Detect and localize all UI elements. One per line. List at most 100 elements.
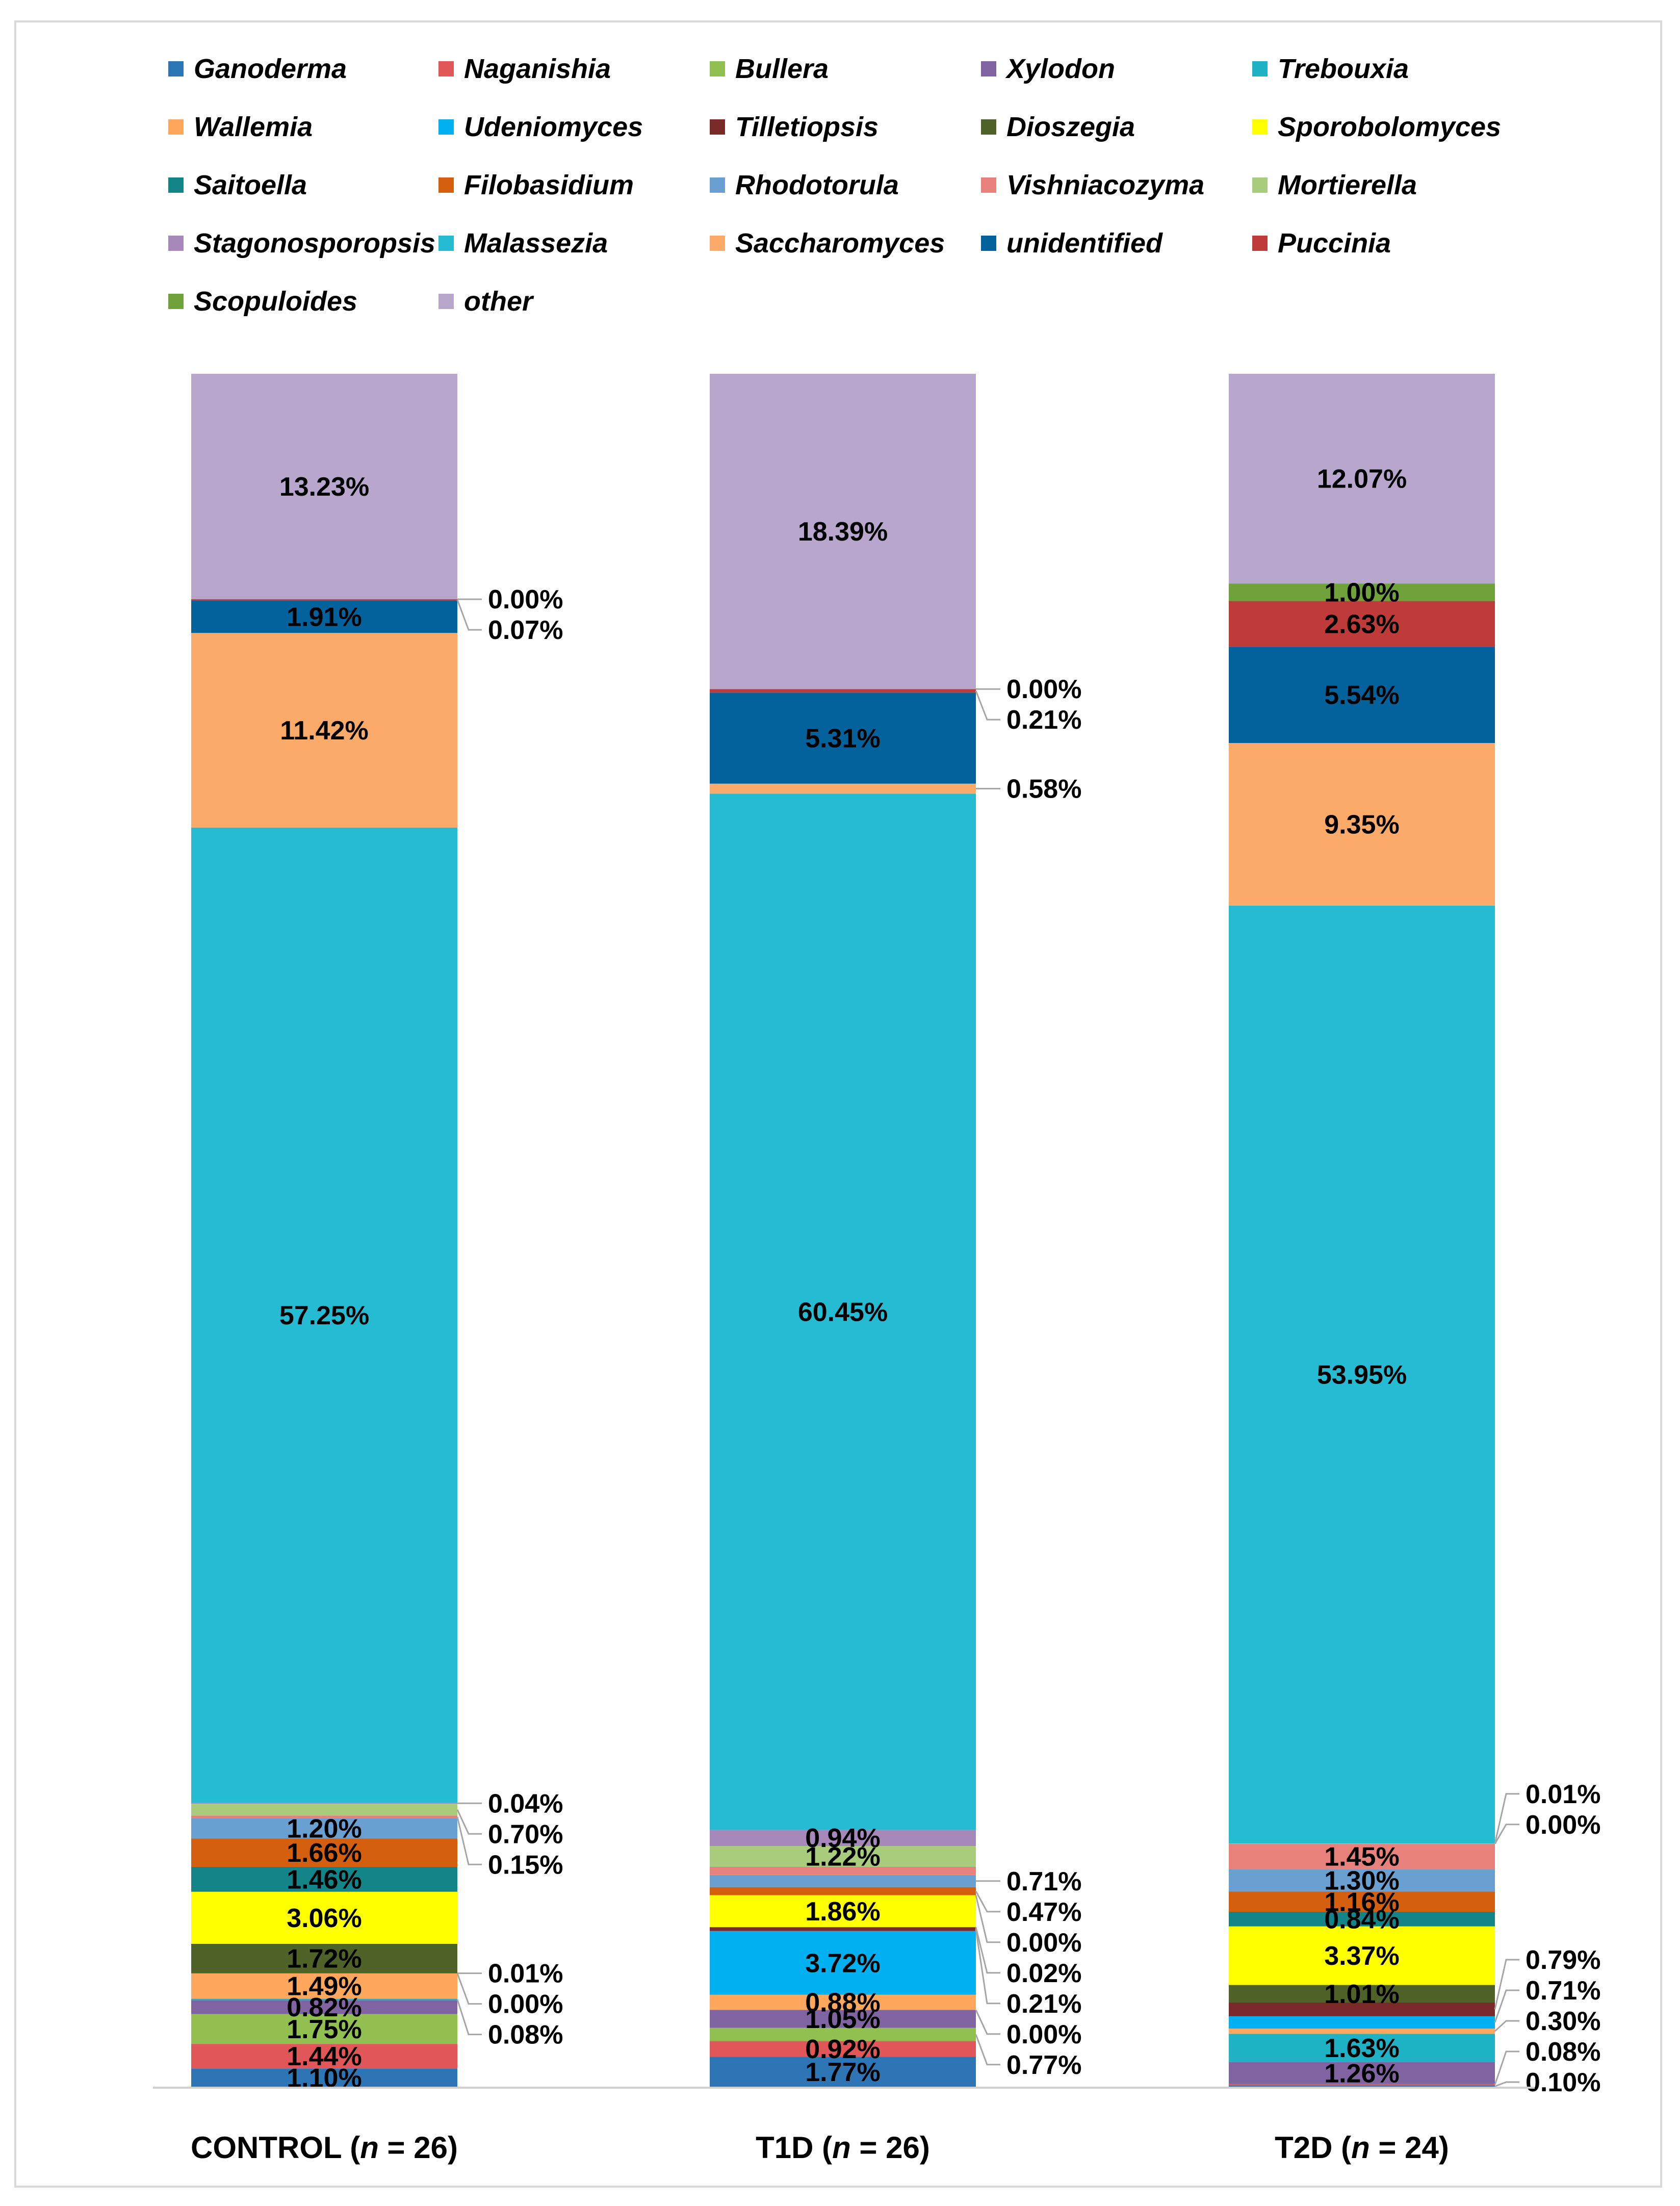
leader-line: [975, 1927, 1000, 1974]
legend-item: Bullera: [710, 48, 829, 89]
segment-value-label: 0.04%: [488, 1789, 563, 1818]
bar-segment: [1229, 2084, 1495, 2086]
legend-label: Filobasidium: [464, 170, 634, 200]
legend-item: Mortierella: [1252, 165, 1417, 206]
segment-value-label: 5.31%: [805, 724, 880, 754]
segment-value-label: 0.70%: [488, 1819, 563, 1849]
leader-line: [975, 1895, 1000, 1943]
segment-value-label: 1.46%: [287, 1865, 361, 1894]
leader-line: [456, 1816, 482, 1865]
leader-line: [456, 599, 482, 631]
legend-item: Puccinia: [1252, 223, 1391, 264]
legend-item: Naganishia: [438, 48, 611, 89]
legend-label: other: [464, 286, 533, 317]
category-label: CONTROL (n = 26): [191, 2131, 458, 2165]
leader-line: [975, 2034, 1000, 2066]
bar-segment: [710, 793, 976, 1830]
legend-swatch: [710, 119, 725, 135]
segment-value-label: 0.00%: [1006, 1928, 1081, 1958]
legend-swatch: [1252, 119, 1268, 135]
segment-value-label: 13.23%: [279, 472, 369, 502]
legend-label: Trebouxia: [1278, 54, 1409, 84]
segment-value-label: 0.94%: [805, 1824, 880, 1853]
segment-value-label: 0.77%: [1006, 2050, 1081, 2080]
bar-segment: [1229, 1926, 1495, 1985]
segment-value-label: 1.63%: [1324, 2034, 1399, 2063]
legend-swatch: [438, 294, 454, 309]
bar-segment: [710, 1875, 976, 1887]
segment-value-label: 0.79%: [1526, 1945, 1600, 1975]
legend-label: Mortierella: [1278, 170, 1417, 200]
segment-value-label: 1.44%: [287, 2042, 361, 2071]
segment-value-label: 0.02%: [1006, 1959, 1081, 1988]
segment-value-label: 1.66%: [287, 1838, 361, 1868]
segment-value-label: 1.45%: [1324, 1842, 1399, 1871]
legend-swatch: [981, 177, 996, 193]
bar-segment: [191, 1973, 457, 1999]
leader-line: [1494, 1959, 1519, 2010]
legend-label: Rhodotorula: [735, 170, 899, 200]
bar-segment: [191, 2000, 457, 2014]
figure-frame: [14, 20, 1662, 2188]
legend: Ganoderma Naganishia Bullera Xylodon Treboux…: [168, 48, 1545, 334]
legend-label: Stagonosporopsis: [194, 228, 436, 259]
segment-value-label: 53.95%: [1317, 1360, 1407, 1390]
legend-item: unidentified: [981, 223, 1162, 264]
bar-segment: [710, 689, 976, 693]
category-label: T2D (n = 24): [1275, 2131, 1449, 2165]
legend-swatch: [438, 177, 454, 193]
segment-value-label: 0.82%: [287, 1993, 361, 2022]
legend-label: unidentified: [1006, 228, 1162, 259]
legend-item: Malassezia: [438, 223, 608, 264]
bar-segment: [1229, 583, 1495, 601]
leader-line: [1494, 2050, 1519, 2085]
bar-segment: [191, 1866, 457, 1892]
legend-swatch: [981, 236, 996, 251]
segment-value-label: 0.08%: [488, 2020, 563, 2050]
bar-segment: [191, 1815, 457, 1818]
leader-line: [456, 1809, 482, 1835]
bar-segment: [710, 692, 976, 784]
legend-item: Stagonosporopsis: [168, 223, 435, 264]
legend-swatch: [710, 61, 725, 76]
segment-value-label: 0.10%: [1526, 2068, 1600, 2097]
segment-value-label: 1.01%: [1324, 1980, 1399, 2009]
bar-segment: [191, 1838, 457, 1867]
category-label: T1D (n = 26): [756, 2131, 930, 2165]
legend-swatch: [1252, 236, 1268, 251]
bar-segment: [710, 2041, 976, 2057]
legend-item: Trebouxia: [1252, 48, 1409, 89]
segment-value-label: 0.08%: [1526, 2037, 1600, 2067]
legend-item: Udeniomyces: [438, 107, 643, 147]
bar-segment: [710, 2010, 976, 2028]
bar-segment: [1229, 2085, 1495, 2087]
bar-segment: [1229, 905, 1495, 1844]
legend-item: Sporobolomyces: [1252, 107, 1501, 147]
legend-label: Ganoderma: [194, 54, 347, 84]
bar-segment: [710, 374, 976, 689]
segment-value-label: 0.21%: [1006, 1989, 1081, 2019]
segment-value-label: 0.84%: [1324, 1905, 1399, 1934]
segment-value-label: 12.07%: [1317, 465, 1407, 494]
segment-value-label: 60.45%: [798, 1297, 888, 1327]
legend-label: Bullera: [735, 54, 829, 84]
segment-value-label: 0.71%: [1526, 1976, 1600, 2006]
legend-item: Rhodotorula: [710, 165, 899, 206]
leader-line: [975, 1929, 1000, 2005]
bar-segment: [710, 1830, 976, 1846]
segment-value-label: 0.21%: [1006, 705, 1081, 735]
bar-segment: [191, 633, 457, 828]
segment-value-label: 1.72%: [287, 1944, 361, 1974]
bar-segment: [1229, 647, 1495, 743]
legend-swatch: [1252, 61, 1268, 76]
segment-value-label: 1.26%: [1324, 2059, 1399, 2088]
bar-segment: [191, 1944, 457, 1973]
bar-segment: [710, 1895, 976, 1928]
legend-swatch: [168, 236, 184, 251]
segment-value-label: 18.39%: [798, 517, 888, 547]
legend-label: Dioszegia: [1006, 112, 1135, 142]
bar-segment: [191, 599, 457, 601]
bar-segment: [710, 1927, 976, 1928]
bar-segment: [1229, 1912, 1495, 1927]
